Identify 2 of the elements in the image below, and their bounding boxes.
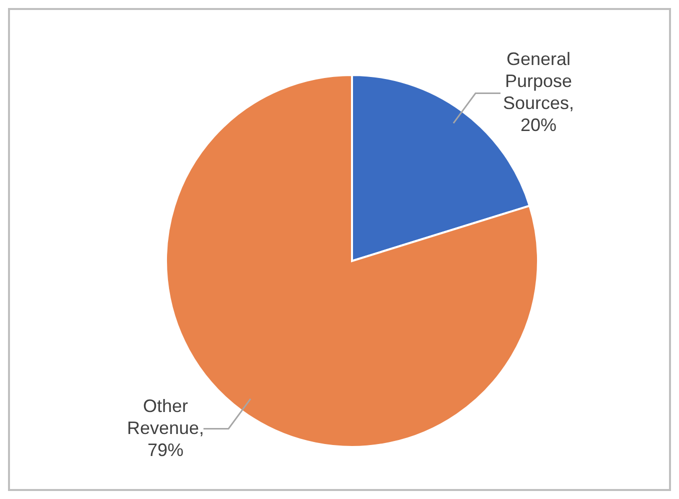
slice-label: Other Revenue, 79% [126, 396, 204, 460]
slice-label: General Purpose Sources, 20% [502, 49, 574, 136]
